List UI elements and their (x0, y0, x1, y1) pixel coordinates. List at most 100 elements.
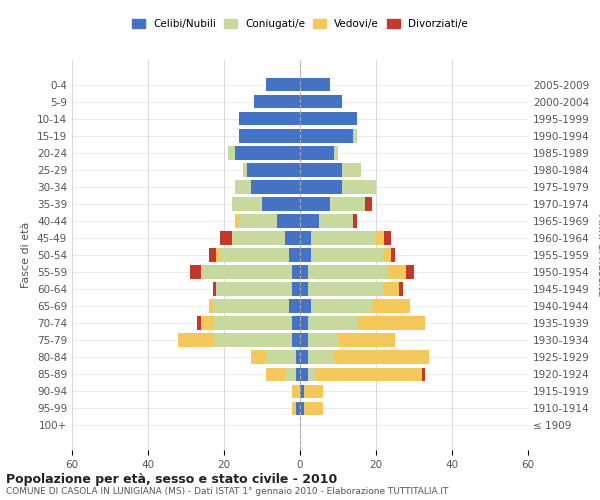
Bar (251, 180, 300, 194)
Bar (300, 146, 334, 160)
Bar (388, 265, 406, 279)
Bar (254, 95, 300, 108)
Bar (300, 163, 342, 176)
Bar (308, 316, 357, 330)
Bar (178, 334, 212, 347)
Bar (212, 282, 217, 296)
Bar (391, 248, 395, 262)
Bar (212, 300, 289, 313)
Bar (292, 384, 300, 398)
Bar (235, 214, 239, 228)
Bar (243, 163, 247, 176)
Bar (300, 316, 308, 330)
Bar (300, 231, 311, 245)
Bar (228, 146, 235, 160)
Bar (300, 384, 304, 398)
Bar (311, 248, 383, 262)
Bar (239, 112, 300, 126)
Bar (220, 248, 289, 262)
Bar (300, 214, 319, 228)
Bar (300, 350, 308, 364)
Bar (331, 197, 365, 210)
Bar (308, 265, 388, 279)
Bar (353, 129, 357, 142)
Bar (422, 368, 425, 381)
Bar (266, 368, 285, 381)
Bar (197, 316, 201, 330)
Bar (201, 316, 212, 330)
Bar (300, 265, 308, 279)
Bar (239, 214, 277, 228)
Bar (262, 197, 300, 210)
Bar (209, 248, 217, 262)
Bar (289, 300, 300, 313)
Bar (383, 248, 391, 262)
Bar (232, 231, 285, 245)
Bar (209, 300, 212, 313)
Bar (217, 282, 292, 296)
Bar (201, 265, 292, 279)
Bar (353, 214, 357, 228)
Bar (235, 146, 300, 160)
Bar (296, 368, 300, 381)
Bar (296, 402, 300, 415)
Bar (277, 214, 300, 228)
Bar (285, 231, 300, 245)
Bar (334, 350, 429, 364)
Bar (300, 129, 353, 142)
Bar (319, 214, 353, 228)
Bar (308, 368, 315, 381)
Legend: Celibi/Nubili, Coniugati/e, Vedovi/e, Divorziati/e: Celibi/Nubili, Coniugati/e, Vedovi/e, Di… (128, 14, 472, 33)
Bar (300, 300, 311, 313)
Bar (383, 282, 399, 296)
Bar (212, 316, 292, 330)
Bar (292, 265, 300, 279)
Bar (300, 78, 331, 92)
Bar (292, 282, 300, 296)
Bar (300, 95, 342, 108)
Bar (376, 231, 383, 245)
Bar (220, 231, 232, 245)
Bar (308, 334, 338, 347)
Text: Popolazione per età, sesso e stato civile - 2010: Popolazione per età, sesso e stato civil… (6, 472, 337, 486)
Bar (406, 265, 414, 279)
Bar (308, 282, 383, 296)
Bar (338, 334, 395, 347)
Bar (292, 402, 296, 415)
Bar (372, 300, 410, 313)
Bar (300, 368, 308, 381)
Bar (300, 402, 304, 415)
Bar (292, 316, 300, 330)
Y-axis label: Fasce di età: Fasce di età (22, 222, 31, 288)
Bar (311, 300, 372, 313)
Bar (266, 350, 296, 364)
Bar (239, 129, 300, 142)
Bar (300, 282, 308, 296)
Bar (399, 282, 403, 296)
Text: COMUNE DI CASOLA IN LUNIGIANA (MS) - Dati ISTAT 1° gennaio 2010 - Elaborazione T: COMUNE DI CASOLA IN LUNIGIANA (MS) - Dat… (6, 488, 448, 496)
Bar (190, 265, 201, 279)
Bar (235, 180, 251, 194)
Y-axis label: Anni di nascita: Anni di nascita (596, 214, 600, 296)
Bar (296, 350, 300, 364)
Bar (304, 384, 323, 398)
Bar (292, 334, 300, 347)
Bar (300, 248, 311, 262)
Bar (300, 112, 357, 126)
Bar (315, 368, 422, 381)
Bar (212, 334, 292, 347)
Bar (308, 350, 334, 364)
Bar (300, 180, 342, 194)
Bar (342, 163, 361, 176)
Bar (383, 231, 391, 245)
Bar (300, 197, 331, 210)
Bar (304, 402, 323, 415)
Bar (357, 316, 425, 330)
Bar (365, 197, 372, 210)
Bar (247, 163, 300, 176)
Bar (232, 197, 262, 210)
Bar (300, 334, 308, 347)
Bar (334, 146, 338, 160)
Bar (289, 248, 300, 262)
Bar (342, 180, 376, 194)
